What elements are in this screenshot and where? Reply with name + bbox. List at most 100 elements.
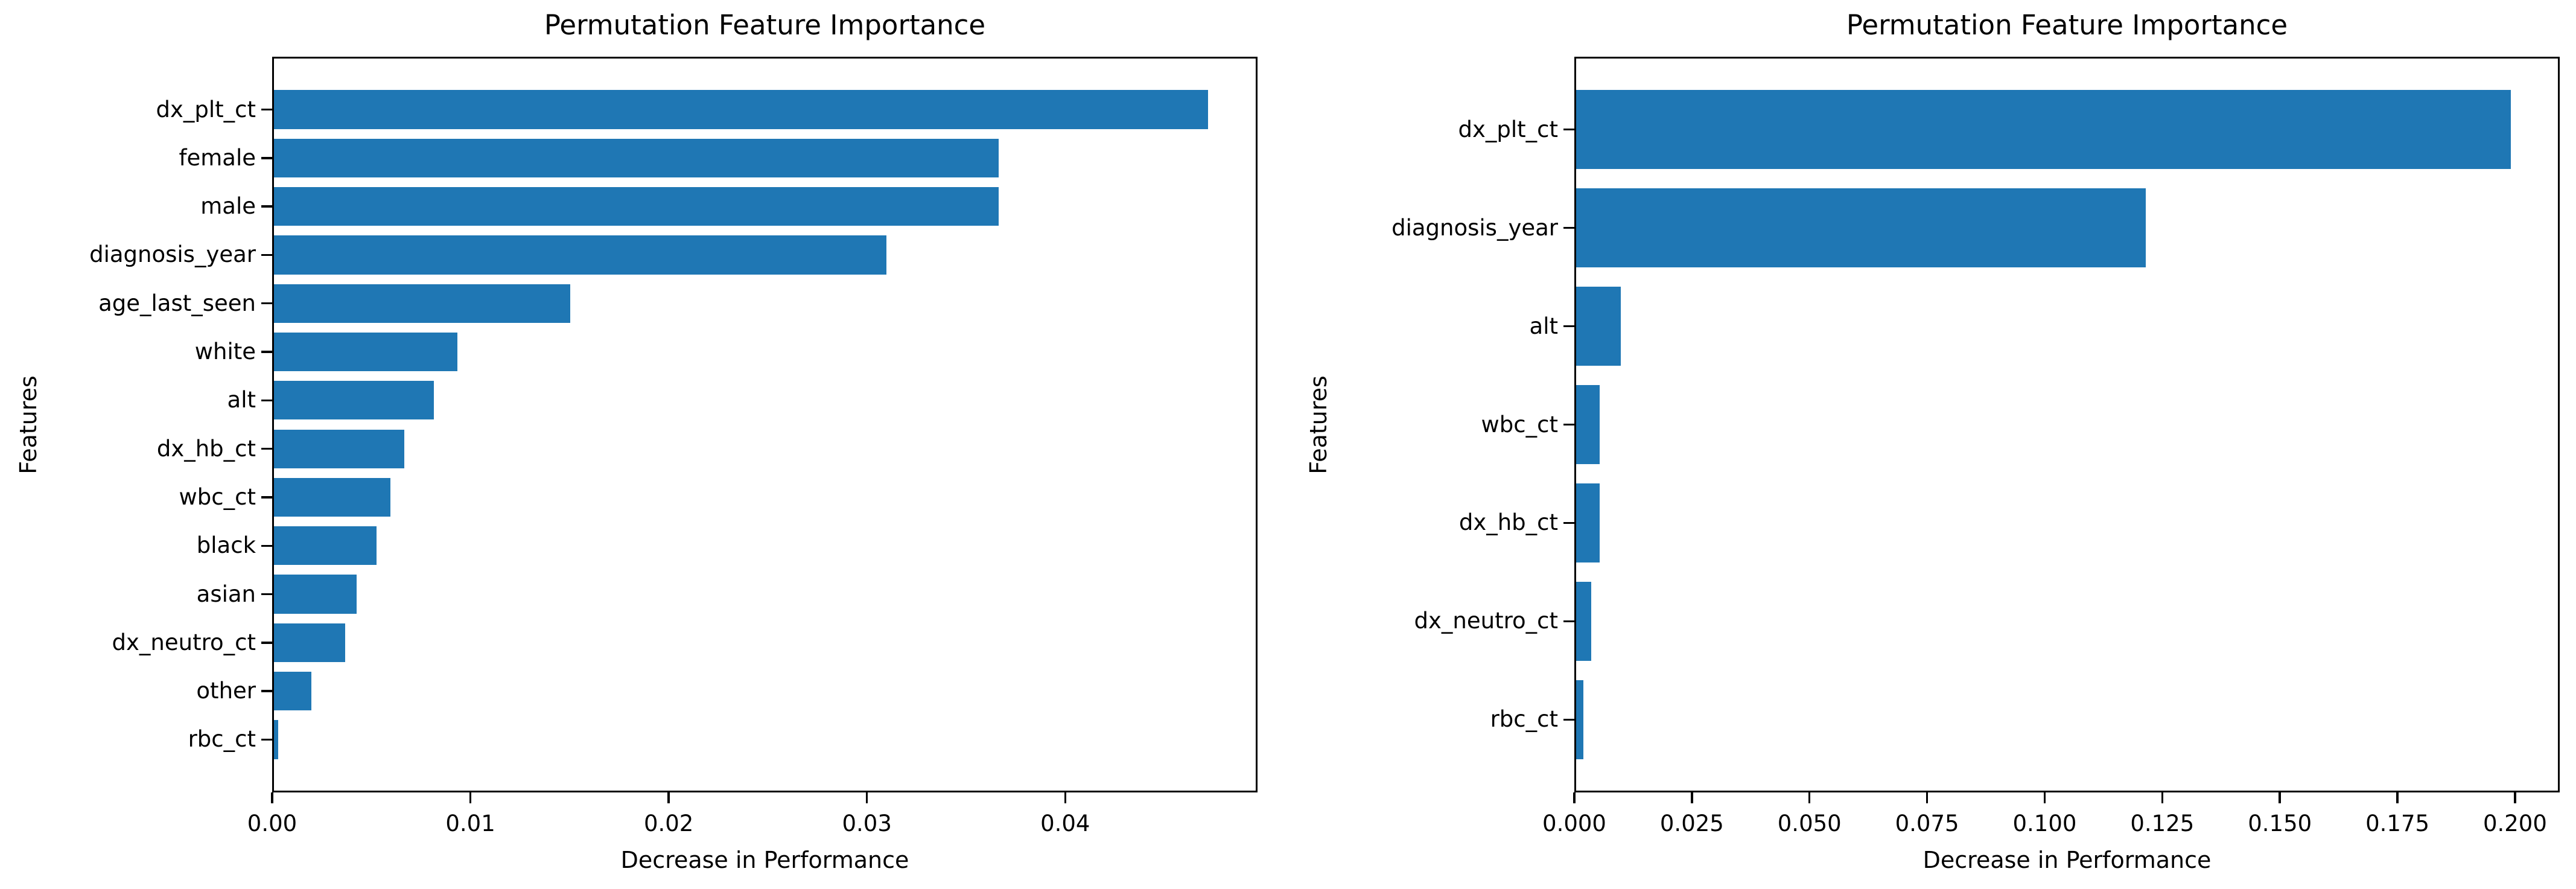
y-tick <box>1563 325 1574 328</box>
y-tick <box>261 544 272 547</box>
x-tick-label-0.150: 0.150 <box>2248 811 2312 836</box>
bar-dx_hb_ct <box>1576 483 1600 562</box>
y-tick-label-age_last_seen: age_last_seen <box>98 290 256 316</box>
y-tick <box>261 351 272 353</box>
x-tick <box>469 792 472 803</box>
y-tick <box>261 205 272 208</box>
x-tick-label-0.01: 0.01 <box>445 811 495 836</box>
x-tick <box>865 792 868 803</box>
bar-male <box>274 187 999 226</box>
y-tick-label-female: female <box>179 144 256 171</box>
y-tick-label-rbc_ct: rbc_ct <box>1490 706 1558 733</box>
bar-diagnosis_year <box>1576 188 2146 267</box>
plot-area <box>1574 57 2560 792</box>
y-tick-label-dx_hb_ct: dx_hb_ct <box>156 435 256 462</box>
y-tick <box>261 690 272 692</box>
y-tick-label-white: white <box>194 339 256 365</box>
bar-rbc_ct <box>274 720 278 759</box>
x-tick <box>2043 792 2046 803</box>
x-tick <box>667 792 670 803</box>
x-tick <box>1926 792 1929 803</box>
y-tick-label-dx_plt_ct: dx_plt_ct <box>156 96 256 123</box>
x-tick-label-0.00: 0.00 <box>247 811 297 836</box>
x-tick <box>271 792 273 803</box>
chart-title: Permutation Feature Importance <box>544 9 986 41</box>
y-tick-label-alt: alt <box>227 387 256 413</box>
x-axis-label: Decrease in Performance <box>1922 847 2212 873</box>
x-axis-label: Decrease in Performance <box>620 847 909 873</box>
bar-white <box>274 332 458 372</box>
x-tick-label-0.100: 0.100 <box>2012 811 2077 836</box>
x-tick-label-0.050: 0.050 <box>1777 811 1842 836</box>
y-tick <box>261 496 272 499</box>
x-tick <box>1064 792 1067 803</box>
bar-wbc_ct <box>274 477 391 517</box>
y-tick-label-diagnosis_year: diagnosis_year <box>89 241 256 268</box>
y-tick-label-black: black <box>196 532 256 559</box>
plot-area <box>272 57 1258 792</box>
y-tick <box>1563 718 1574 721</box>
bar-rbc_ct <box>1576 680 1583 759</box>
bar-dx_neutro_ct <box>274 623 345 662</box>
bar-dx_hb_ct <box>274 429 405 468</box>
y-tick-label-dx_neutro_ct: dx_neutro_ct <box>112 629 256 655</box>
bar-black <box>274 526 377 566</box>
y-tick-label-wbc_ct: wbc_ct <box>179 483 256 510</box>
y-tick <box>261 642 272 644</box>
y-tick-label-dx_hb_ct: dx_hb_ct <box>1458 509 1558 536</box>
y-tick <box>261 399 272 402</box>
y-tick-label-rbc_ct: rbc_ct <box>188 726 256 753</box>
y-tick-label-other: other <box>196 678 256 704</box>
y-tick <box>1563 423 1574 426</box>
x-tick-label-0.02: 0.02 <box>643 811 694 836</box>
x-tick-label-0.125: 0.125 <box>2130 811 2195 836</box>
x-tick <box>1573 792 1576 803</box>
y-tick <box>261 108 272 111</box>
y-tick-label-wbc_ct: wbc_ct <box>1481 411 1558 438</box>
bar-female <box>274 138 999 177</box>
y-tick-label-male: male <box>200 193 256 220</box>
bar-alt <box>1576 287 1621 366</box>
y-tick <box>261 447 272 450</box>
x-tick <box>2514 792 2516 803</box>
y-tick <box>1563 620 1574 623</box>
x-tick <box>1808 792 1811 803</box>
x-tick <box>2279 792 2281 803</box>
chart-title: Permutation Feature Importance <box>1846 9 2288 41</box>
bar-wbc_ct <box>1576 385 1600 464</box>
y-tick-label-dx_neutro_ct: dx_neutro_ct <box>1414 608 1558 634</box>
x-tick <box>2396 792 2399 803</box>
bar-dx_plt_ct <box>274 90 1209 129</box>
y-tick <box>261 302 272 305</box>
y-tick-label-diagnosis_year: diagnosis_year <box>1391 214 1558 241</box>
bar-diagnosis_year <box>274 235 886 275</box>
bar-other <box>274 672 312 711</box>
y-tick <box>261 253 272 257</box>
y-tick-label-alt: alt <box>1529 313 1558 339</box>
x-tick <box>2161 792 2164 803</box>
y-tick-label-asian: asian <box>196 581 256 607</box>
x-tick <box>1691 792 1693 803</box>
x-tick-label-0.04: 0.04 <box>1040 811 1090 836</box>
x-tick-label-0.025: 0.025 <box>1659 811 1724 836</box>
y-tick <box>1563 226 1574 229</box>
y-tick <box>261 738 272 741</box>
bar-dx_neutro_ct <box>1576 582 1591 661</box>
x-tick-label-0.000: 0.000 <box>1542 811 1606 836</box>
y-tick-label-dx_plt_ct: dx_plt_ct <box>1458 116 1558 142</box>
y-tick <box>261 157 272 159</box>
x-tick-label-0.200: 0.200 <box>2482 811 2547 836</box>
y-tick <box>261 593 272 596</box>
x-tick-label-0.075: 0.075 <box>1895 811 1959 836</box>
y-tick <box>1563 521 1574 524</box>
bar-asian <box>274 575 357 614</box>
y-tick <box>1563 128 1574 131</box>
bar-alt <box>274 381 434 420</box>
bar-age_last_seen <box>274 284 571 323</box>
x-tick-label-0.175: 0.175 <box>2365 811 2430 836</box>
x-tick-label-0.03: 0.03 <box>842 811 892 836</box>
bar-dx_plt_ct <box>1576 90 2511 169</box>
